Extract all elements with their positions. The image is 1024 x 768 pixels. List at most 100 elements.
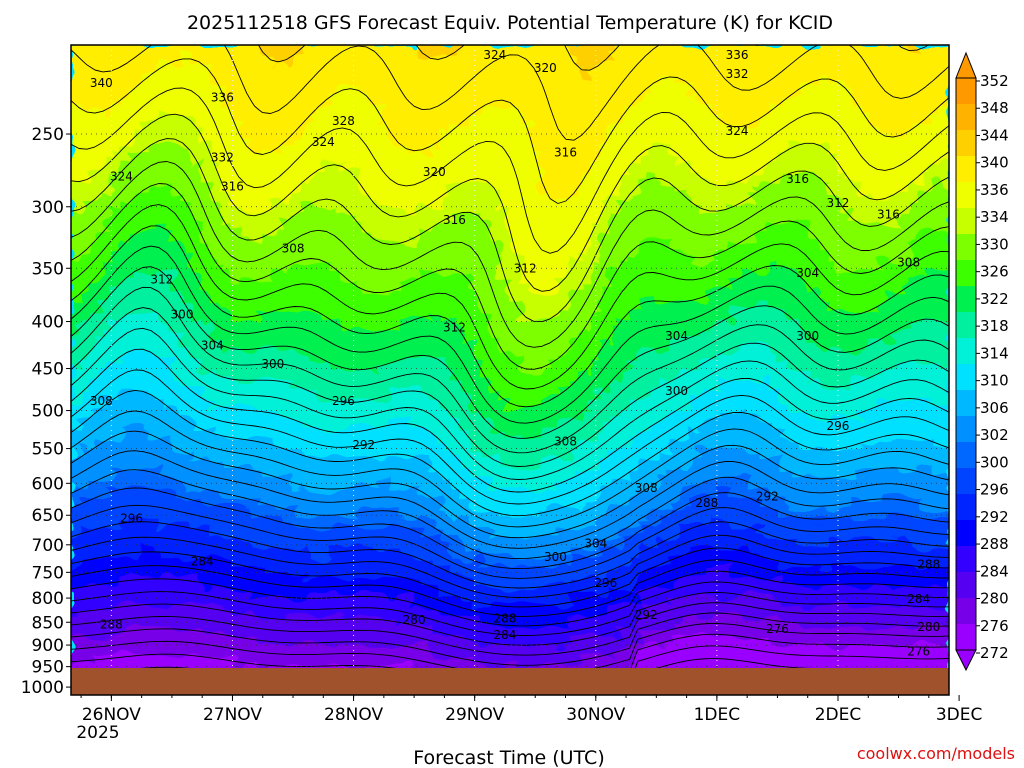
field-cell xyxy=(879,104,890,115)
field-cell xyxy=(420,389,431,401)
field-cell xyxy=(619,320,631,332)
field-cell xyxy=(240,310,252,322)
field-cell xyxy=(120,153,132,164)
field-cell xyxy=(300,232,312,243)
field-cell xyxy=(739,498,751,509)
field-cell xyxy=(230,173,242,184)
field-cell xyxy=(460,517,471,529)
field-cell xyxy=(789,340,801,352)
field-cell xyxy=(440,212,451,224)
field-cell xyxy=(839,153,851,164)
field-cell xyxy=(549,212,561,224)
field-cell xyxy=(170,330,182,342)
field-cell xyxy=(529,192,541,204)
field-cell xyxy=(789,163,801,174)
field-cell xyxy=(180,468,192,480)
field-cell xyxy=(739,448,751,460)
field-cell xyxy=(569,350,581,361)
field-cell xyxy=(220,222,232,233)
field-cell xyxy=(80,45,92,56)
field-cell xyxy=(889,182,900,194)
field-cell xyxy=(270,113,282,125)
field-cell xyxy=(649,104,661,115)
field-cell xyxy=(629,448,641,460)
field-cell xyxy=(480,379,491,391)
field-cell xyxy=(589,310,601,322)
field-cell xyxy=(909,143,920,155)
field-cell xyxy=(310,222,322,233)
field-cell xyxy=(90,399,102,411)
field-cell xyxy=(110,409,122,421)
field-cell xyxy=(390,232,402,243)
field-cell xyxy=(71,301,82,312)
field-cell xyxy=(819,557,831,568)
field-cell xyxy=(559,557,571,568)
field-cell xyxy=(370,458,382,470)
field-cell xyxy=(709,113,721,125)
field-cell xyxy=(909,310,920,322)
field-cell xyxy=(210,173,222,184)
field-cell xyxy=(490,507,501,519)
field-cell xyxy=(260,557,272,568)
field-cell xyxy=(569,192,581,204)
field-cell xyxy=(480,232,491,243)
field-cell xyxy=(440,133,451,145)
field-cell xyxy=(729,212,741,224)
field-cell xyxy=(250,261,262,273)
field-cell xyxy=(230,399,242,411)
field-cell xyxy=(280,182,292,194)
field-cell xyxy=(749,360,761,371)
field-cell xyxy=(80,54,92,66)
field-cell xyxy=(519,379,531,391)
field-cell xyxy=(280,458,292,470)
field-cell xyxy=(450,586,461,598)
field-cell xyxy=(360,399,372,411)
field-cell xyxy=(819,517,831,529)
field-cell xyxy=(250,478,262,489)
field-cell xyxy=(569,488,581,499)
field-cell xyxy=(90,557,102,568)
field-cell xyxy=(859,202,870,214)
field-cell xyxy=(939,261,949,273)
field-cell xyxy=(929,54,940,66)
field-cell xyxy=(539,596,551,608)
field-cell xyxy=(919,340,930,352)
field-cell xyxy=(190,222,202,233)
field-cell xyxy=(220,64,232,76)
field-cell xyxy=(839,586,851,598)
field-cell xyxy=(190,182,202,194)
field-cell xyxy=(939,576,949,588)
field-cell xyxy=(160,438,172,450)
field-cell xyxy=(430,350,441,361)
field-cell xyxy=(549,537,561,549)
field-cell xyxy=(500,399,511,411)
field-cell xyxy=(410,241,422,253)
field-cell xyxy=(420,301,431,312)
field-cell xyxy=(480,547,491,558)
field-cell xyxy=(739,507,751,519)
field-cell xyxy=(280,438,292,450)
field-cell xyxy=(270,370,282,381)
field-cell xyxy=(310,84,322,96)
field-cell xyxy=(739,478,751,489)
field-cell xyxy=(639,74,651,86)
field-cell xyxy=(799,281,811,293)
field-cell xyxy=(619,281,631,293)
field-cell xyxy=(360,54,372,66)
field-cell xyxy=(699,64,711,76)
field-cell xyxy=(649,143,661,155)
field-cell xyxy=(809,557,821,568)
field-cell xyxy=(150,84,162,96)
field-cell xyxy=(589,576,601,588)
field-cell xyxy=(649,429,661,440)
field-cell xyxy=(599,241,611,253)
field-cell xyxy=(390,251,402,263)
field-cell xyxy=(909,340,920,352)
field-cell xyxy=(200,202,212,214)
field-cell xyxy=(519,182,531,194)
field-cell xyxy=(579,163,591,174)
field-cell xyxy=(260,586,272,598)
field-cell xyxy=(729,281,741,293)
field-cell xyxy=(869,320,880,332)
field-cell xyxy=(719,429,731,440)
